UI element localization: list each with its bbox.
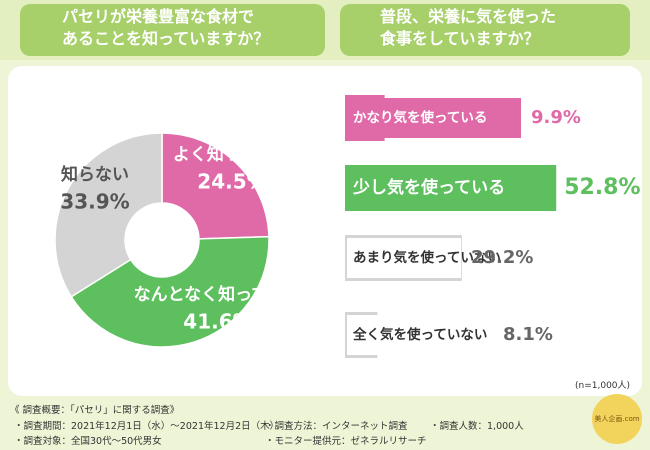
label-box [347, 315, 493, 355]
footer-item: ・調査人数：1,000人 [430, 421, 524, 432]
bar-label: あまり気を使っていない [353, 249, 501, 266]
footer-item: ・調査方法：インターネット調査 [265, 421, 408, 432]
bar-label: 少し気を使っている [352, 177, 505, 198]
pie-slice [161, 132, 270, 240]
bar-value: 52.8% [564, 175, 640, 200]
slice-value: 33.9% [60, 190, 129, 214]
slice-value: 41.6% [183, 310, 252, 334]
footer-item: ・調査対象：全国30代～50代男女 [14, 436, 162, 447]
bar-label: 全く気を使っていない [352, 326, 487, 343]
slice-label: よく知っている [173, 144, 291, 165]
bar [345, 165, 557, 211]
bar-value: 29.2% [471, 247, 533, 268]
footer-item: ・モニター提供元：ゼネラルリサーチ [265, 436, 427, 447]
logo-badge [592, 394, 642, 444]
slice-value: 24.5% [197, 170, 266, 194]
label-box [347, 238, 461, 278]
bar-label: かなり気を使っている [353, 109, 487, 126]
footer-item: ・調査期間：2021年12月1日（水）～2021年12月2日（木） [14, 421, 280, 432]
chart-title: 普段、栄養に気を使った 食事をしていますか？ [380, 7, 557, 48]
footer-heading: 《 調査概要：「パセリ」に関する調査》 [10, 405, 180, 416]
pie-slice [54, 132, 163, 298]
note: (n=1,000人) [575, 381, 631, 391]
bar-value: 9.9% [531, 107, 581, 128]
title-box [340, 4, 630, 56]
bar-value: 8.1% [503, 324, 553, 345]
slice-label: 知らない [60, 164, 129, 185]
chart-title: パセリが栄養豊富な食材で あることを知っていますか？ [62, 7, 270, 48]
pie-slice [70, 235, 270, 348]
logo: 美人企画.com [594, 415, 640, 423]
slice-label: なんとなく知っている [134, 284, 303, 305]
label-box [347, 98, 521, 138]
title-box [20, 4, 325, 56]
